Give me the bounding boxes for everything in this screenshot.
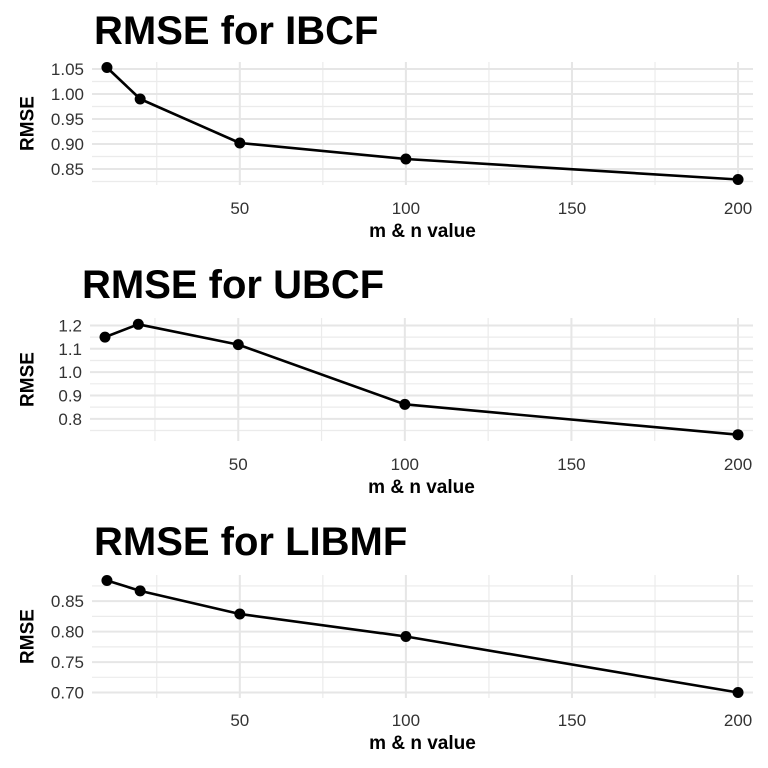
x-tick-label: 200 bbox=[724, 455, 752, 474]
x-tick-label: 150 bbox=[557, 455, 585, 474]
series-line bbox=[106, 66, 739, 181]
series-line bbox=[106, 579, 739, 694]
data-point bbox=[101, 62, 113, 73]
x-tick-label: 100 bbox=[391, 455, 419, 474]
x-tick-label: 150 bbox=[558, 711, 586, 730]
chart-title: RMSE for LIBMF bbox=[94, 520, 407, 564]
data-point bbox=[400, 631, 412, 642]
data-point bbox=[400, 153, 412, 165]
y-tick-label: 0.8 bbox=[58, 410, 82, 429]
data-point bbox=[99, 331, 111, 343]
x-tick-label: 50 bbox=[230, 199, 249, 218]
y-axis-title: RMSE bbox=[18, 352, 39, 407]
y-tick-label: 1.1 bbox=[58, 340, 82, 359]
data-point bbox=[732, 429, 744, 441]
x-axis-title: m & n value bbox=[369, 733, 476, 754]
chart-panel-3: 50 100 150 200 0.70 0.75 0.80 0.85 RMSE for LIBM… bbox=[18, 520, 753, 754]
x-tick-label: 50 bbox=[229, 455, 248, 474]
chart-title: RMSE for IBCF bbox=[94, 9, 378, 53]
data-point bbox=[399, 398, 411, 410]
data-point bbox=[732, 687, 744, 699]
x-tick-label: 200 bbox=[724, 199, 752, 218]
x-tick-label: 200 bbox=[724, 711, 752, 730]
data-point bbox=[234, 137, 246, 149]
y-axis-title: RMSE bbox=[18, 609, 39, 664]
y-tick-label: 0.90 bbox=[51, 135, 84, 154]
data-point bbox=[134, 585, 146, 597]
y-tick-label: 1.2 bbox=[58, 316, 82, 335]
data-point bbox=[132, 318, 144, 330]
y-tick-label: 0.85 bbox=[51, 592, 84, 611]
chart-panel-1: 50 100 150 200 0.85 0.90 0.95 1.00 1.05 RMSE for … bbox=[18, 9, 753, 242]
x-axis-title: m & n value bbox=[369, 221, 476, 242]
chart-title: RMSE for UBCF bbox=[82, 263, 384, 307]
y-tick-label: 1.00 bbox=[51, 85, 84, 104]
y-tick-label: 0.85 bbox=[51, 160, 84, 179]
data-point bbox=[101, 574, 113, 586]
data-point bbox=[134, 93, 146, 105]
data-point bbox=[732, 174, 744, 185]
x-tick-label: 50 bbox=[230, 711, 249, 730]
y-tick-label: 0.75 bbox=[51, 653, 84, 672]
data-point bbox=[234, 608, 246, 620]
x-tick-label: 100 bbox=[392, 199, 420, 218]
x-tick-label: 150 bbox=[558, 199, 586, 218]
x-tick-label: 100 bbox=[392, 711, 420, 730]
y-tick-label: 0.95 bbox=[51, 110, 84, 129]
y-tick-label: 0.80 bbox=[51, 623, 84, 642]
x-axis-title: m & n value bbox=[368, 477, 475, 498]
y-tick-label: 0.70 bbox=[51, 684, 84, 703]
y-axis-title: RMSE bbox=[18, 96, 39, 151]
y-tick-label: 1.0 bbox=[58, 363, 82, 382]
data-point bbox=[232, 339, 244, 351]
y-tick-label: 1.05 bbox=[51, 60, 84, 79]
y-tick-label: 0.9 bbox=[58, 386, 82, 405]
